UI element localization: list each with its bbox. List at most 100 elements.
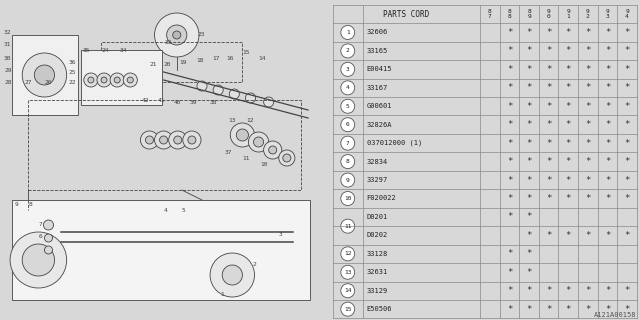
Text: 9: 9 [14,203,18,207]
Text: 33297: 33297 [367,177,388,183]
FancyBboxPatch shape [81,50,161,105]
Text: *: * [625,83,630,92]
Text: *: * [585,139,591,148]
Text: *: * [546,231,551,240]
Text: 29: 29 [4,68,12,73]
Text: A121A00158: A121A00158 [595,312,637,318]
Text: 9: 9 [566,9,570,14]
Circle shape [169,131,187,149]
Text: 11: 11 [243,156,250,161]
Text: *: * [625,231,630,240]
Text: *: * [526,46,532,55]
Text: *: * [546,305,551,314]
Circle shape [341,44,355,58]
Text: *: * [566,102,571,111]
Circle shape [101,77,107,83]
Text: *: * [526,268,532,277]
Circle shape [173,136,182,144]
Text: 6: 6 [38,235,42,239]
Text: *: * [526,231,532,240]
Text: 18: 18 [196,58,204,62]
Text: 1: 1 [566,14,570,19]
Text: 8: 8 [346,159,349,164]
Text: 33128: 33128 [367,251,388,257]
Text: *: * [585,46,591,55]
Text: *: * [605,157,610,166]
Circle shape [154,13,199,57]
Text: 4: 4 [346,85,349,90]
Text: *: * [546,28,551,37]
Text: *: * [546,176,551,185]
Text: 6: 6 [346,122,349,127]
Text: *: * [507,212,512,221]
Text: 8: 8 [508,9,511,14]
Text: 38: 38 [210,100,218,105]
Text: *: * [507,83,512,92]
Text: *: * [566,305,571,314]
Text: 9: 9 [346,178,349,182]
Text: 10: 10 [260,162,268,166]
Text: PARTS CORD: PARTS CORD [383,10,429,19]
Text: *: * [585,28,591,37]
Text: *: * [605,83,610,92]
Text: 15: 15 [243,50,250,54]
Circle shape [44,246,52,254]
Text: 33129: 33129 [367,288,388,294]
Text: *: * [585,305,591,314]
Text: *: * [585,102,591,111]
Text: 9: 9 [586,9,589,14]
Text: *: * [507,120,512,129]
Text: *: * [526,102,532,111]
Text: 33: 33 [164,39,172,44]
Text: *: * [625,139,630,148]
Circle shape [154,131,173,149]
Circle shape [283,154,291,162]
Text: 8: 8 [508,14,511,19]
Text: *: * [526,83,532,92]
Text: *: * [526,212,532,221]
Text: *: * [507,194,512,203]
Circle shape [230,123,255,147]
Text: 30: 30 [4,55,12,60]
Text: 20: 20 [164,61,171,67]
Text: *: * [566,28,571,37]
Text: *: * [526,65,532,74]
Text: 3: 3 [605,14,609,19]
Text: *: * [507,139,512,148]
Text: *: * [507,286,512,295]
Text: *: * [625,120,630,129]
Circle shape [341,99,355,113]
Text: G00601: G00601 [367,103,392,109]
Text: 32826A: 32826A [367,122,392,128]
Text: *: * [605,102,610,111]
Text: *: * [507,305,512,314]
Text: *: * [605,286,610,295]
Text: 9: 9 [527,14,531,19]
Text: 7: 7 [38,222,42,228]
Circle shape [341,173,355,187]
Text: *: * [625,286,630,295]
Text: *: * [605,194,610,203]
Text: 0: 0 [547,14,550,19]
Text: *: * [507,268,512,277]
Circle shape [341,118,355,132]
Circle shape [110,73,124,87]
Text: *: * [526,249,532,258]
Text: 14: 14 [344,288,351,293]
Text: *: * [526,28,532,37]
Text: 2: 2 [253,262,256,268]
Text: 13: 13 [344,270,351,275]
Circle shape [341,219,355,233]
Text: *: * [625,28,630,37]
Text: *: * [566,139,571,148]
Circle shape [264,97,274,107]
Text: 9: 9 [547,9,550,14]
Circle shape [127,77,133,83]
Circle shape [222,265,243,285]
Circle shape [183,131,201,149]
Text: 14: 14 [259,55,266,60]
Circle shape [159,136,168,144]
Circle shape [114,77,120,83]
Text: 5: 5 [182,207,186,212]
Text: *: * [605,305,610,314]
